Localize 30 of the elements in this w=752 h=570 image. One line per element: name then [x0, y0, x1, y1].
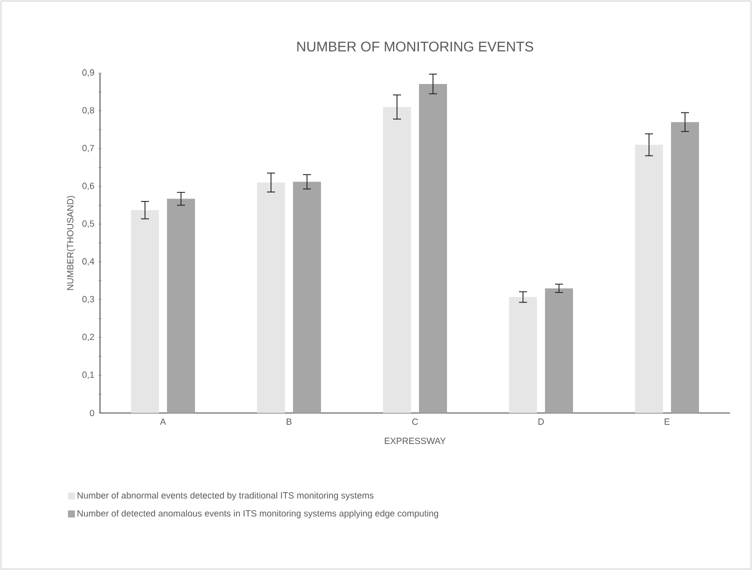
x-tick-label: D [538, 418, 544, 425]
y-tick-label: 0,1 [82, 372, 94, 379]
bar [509, 297, 538, 413]
y-tick-label: 0,9 [82, 69, 94, 77]
y-tick-label: 0,6 [82, 182, 94, 190]
x-tick-label: E [664, 418, 670, 425]
bar [167, 198, 195, 413]
y-tick-label: 0,7 [82, 144, 94, 152]
y-tick-label: 0,2 [82, 334, 94, 342]
x-tick-label: C [412, 418, 418, 425]
y-tick-label: 0 [90, 410, 94, 416]
y-tick-label: 0,3 [82, 296, 94, 304]
bar [257, 182, 286, 413]
y-axis-title: NUMBER(THOUSAND) [66, 196, 76, 290]
x-axis-title: EXPRESSWAY [384, 438, 446, 444]
bar [635, 144, 664, 413]
bar [419, 84, 448, 413]
legend-label: Number of detected anomalous events in ITS monitoring systems applying edge computing [78, 510, 438, 518]
chart-title: NUMBER OF MONITORING EVENTS [297, 42, 534, 52]
y-tick-label: 0,4 [82, 258, 94, 266]
y-tick-label: 0,5 [82, 220, 94, 228]
legend-label: Number of abnormal events detected by traditional ITS monitoring systems [78, 492, 374, 500]
y-tick-label: 0,8 [82, 107, 94, 114]
bar [383, 107, 412, 413]
x-tick-label: B [286, 418, 292, 425]
bar [293, 182, 322, 413]
bar [545, 288, 574, 413]
bar [671, 122, 700, 413]
x-tick-label: A [160, 418, 166, 425]
bar [131, 210, 159, 413]
